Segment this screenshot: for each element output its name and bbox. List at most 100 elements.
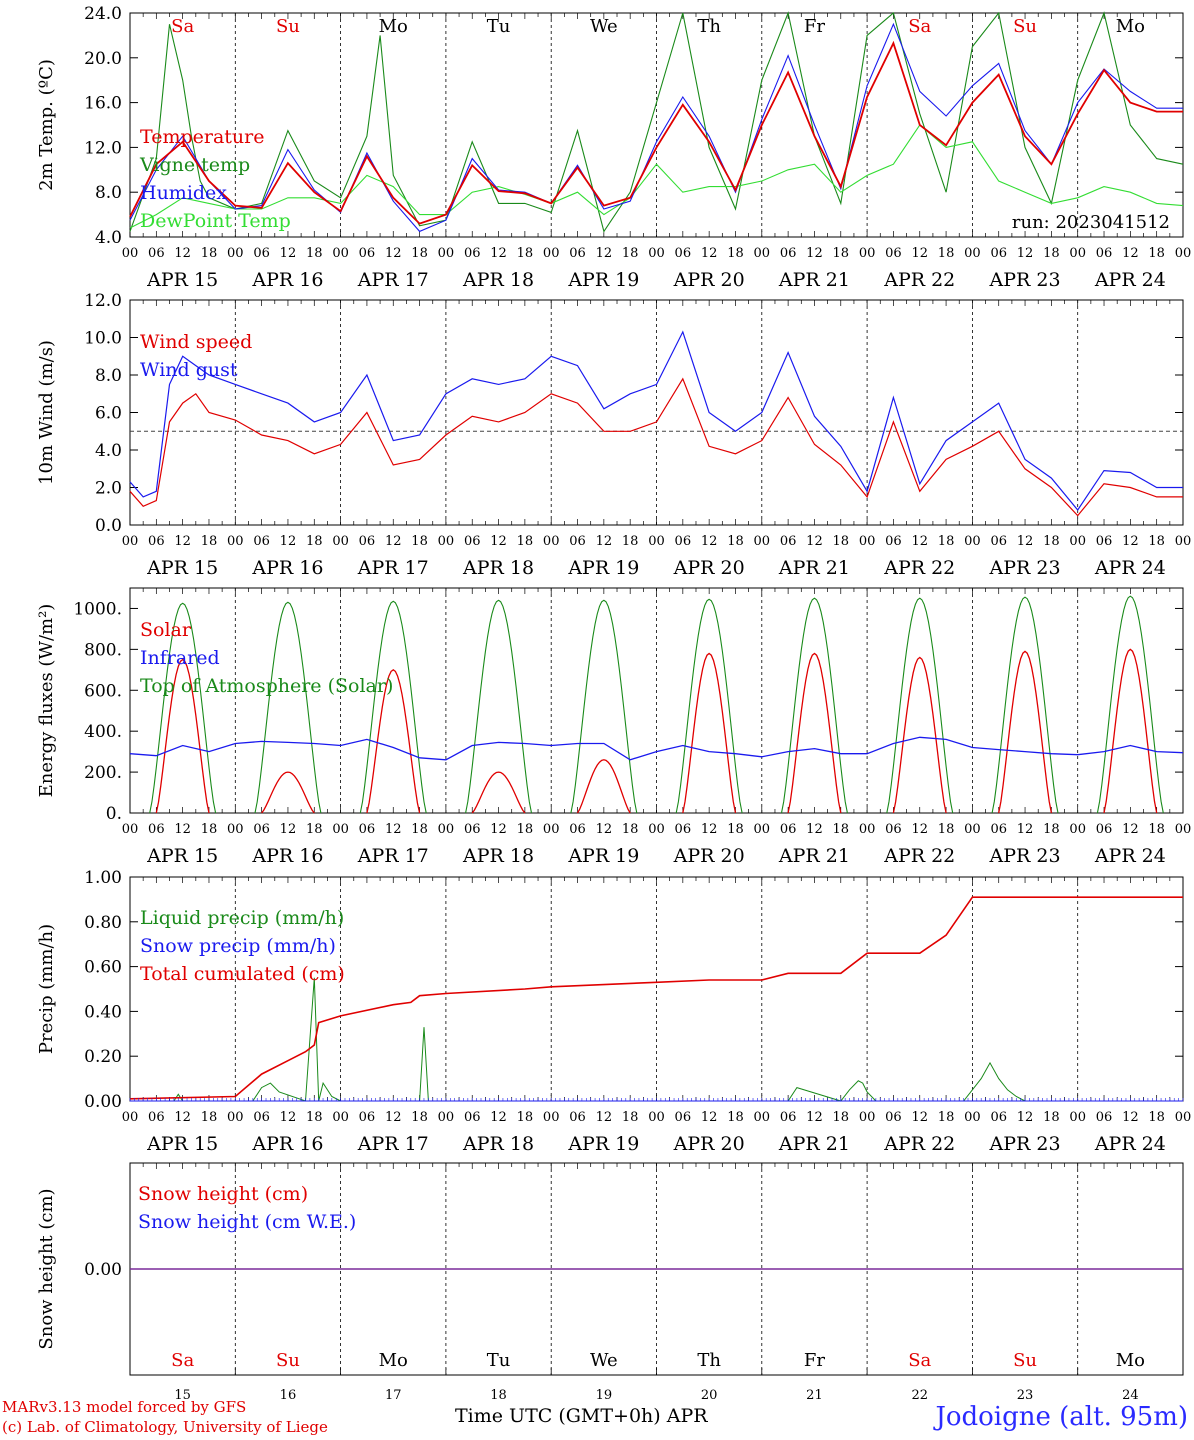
- solar-curve: [787, 652, 842, 814]
- hour-tick-label: 18: [938, 534, 955, 549]
- hour-tick-label: 00: [964, 246, 981, 261]
- hour-tick-label: 18: [517, 534, 534, 549]
- series-line: [129, 896, 1183, 1100]
- hour-tick-label: 00: [332, 246, 349, 261]
- hour-tick-label: 12: [1122, 1110, 1139, 1125]
- solar-curve: [155, 658, 210, 814]
- day-label: APR 18: [462, 1133, 534, 1155]
- day-label: APR 16: [251, 557, 323, 579]
- day-label: APR 22: [883, 845, 955, 867]
- legend-entry: Total cumulated (cm): [140, 963, 345, 985]
- y-tick-label: 0.: [106, 804, 122, 824]
- toa-solar-curve: [991, 596, 1059, 814]
- model-credit: MARv3.13 model forced by GFS: [2, 1398, 247, 1416]
- hour-tick-label: 18: [833, 822, 850, 837]
- y-axis-label: 2m Temp. (ºC): [36, 59, 57, 191]
- y-tick-label: 8.0: [95, 183, 122, 203]
- hour-tick-label: 18: [938, 822, 955, 837]
- hour-tick-label: 00: [227, 822, 244, 837]
- hour-tick-label: 12: [385, 246, 402, 261]
- series-line: [129, 22, 1183, 233]
- day-label: APR 17: [357, 1133, 429, 1155]
- hour-tick-label: 18: [1148, 822, 1165, 837]
- day-label: APR 24: [1094, 845, 1166, 867]
- hour-tick-label: 06: [253, 822, 270, 837]
- hour-tick-label: 12: [1122, 534, 1139, 549]
- panel-frame: [129, 299, 1184, 526]
- y-tick-label: 0.00: [84, 1260, 122, 1280]
- panel-frame: [129, 12, 1184, 238]
- y-tick-label: 0.20: [84, 1047, 122, 1067]
- hour-tick-label: 18: [201, 822, 218, 837]
- hour-tick-label: 06: [359, 822, 376, 837]
- hour-tick-label: 00: [859, 246, 876, 261]
- weekday-label: We: [590, 16, 618, 37]
- day-label: APR 21: [778, 269, 850, 291]
- hour-tick-label: 00: [438, 534, 455, 549]
- hour-tick-label: 06: [1096, 246, 1113, 261]
- hour-tick-label: 12: [596, 1110, 613, 1125]
- solar-curve: [1103, 648, 1158, 814]
- hour-tick-label: 06: [359, 1110, 376, 1125]
- hour-tick-label: 12: [174, 246, 191, 261]
- hour-tick-label: 06: [569, 822, 586, 837]
- day-label: APR 19: [567, 557, 639, 579]
- day-label: APR 20: [673, 1133, 745, 1155]
- toa-solar-curve: [570, 599, 638, 814]
- series-line: [129, 330, 1183, 512]
- legend-entry: Wind gust: [140, 359, 238, 381]
- day-label: APR 15: [146, 557, 218, 579]
- y-tick-label: 12.0: [84, 138, 122, 158]
- y-axis-label: Precip (mm/h): [36, 924, 57, 1054]
- y-tick-label: 6.0: [95, 404, 122, 424]
- hour-tick-label: 06: [359, 246, 376, 261]
- hour-tick-label: 18: [306, 246, 323, 261]
- day-label: APR 20: [673, 845, 745, 867]
- hour-tick-label: 00: [1069, 822, 1086, 837]
- hour-tick-label: 18: [1148, 246, 1165, 261]
- hour-tick-label: 06: [990, 1110, 1007, 1125]
- y-tick-label: 8.0: [95, 366, 122, 386]
- y-tick-label: 0.40: [84, 1002, 122, 1022]
- weekday-label: Fr: [804, 1350, 825, 1371]
- hour-tick-label: 06: [780, 822, 797, 837]
- hour-tick-label: 06: [569, 1110, 586, 1125]
- day-label: APR 21: [778, 845, 850, 867]
- x-axis-title: Time UTC (GMT+0h) APR: [455, 1405, 708, 1427]
- hour-tick-label: 00: [543, 822, 560, 837]
- hour-tick-label: 06: [675, 246, 692, 261]
- day-label: APR 17: [357, 845, 429, 867]
- station-name: Jodoigne (alt. 95m): [935, 1402, 1188, 1432]
- y-tick-label: 16.0: [84, 94, 122, 114]
- hour-tick-label: 12: [385, 822, 402, 837]
- hour-tick-label: 18: [306, 1110, 323, 1125]
- day-label: APR 22: [883, 557, 955, 579]
- hour-tick-label: 06: [675, 822, 692, 837]
- toa-solar-curve: [254, 601, 322, 814]
- y-tick-label: 0.0: [95, 516, 122, 536]
- y-tick-label: 1.00: [84, 868, 122, 888]
- hour-tick-label: 00: [227, 1110, 244, 1125]
- hour-tick-label: 00: [648, 534, 665, 549]
- hour-tick-label: 00: [859, 1110, 876, 1125]
- hour-tick-label: 12: [280, 822, 297, 837]
- day-number-label: 16: [280, 1388, 297, 1400]
- day-label: APR 23: [989, 1133, 1061, 1155]
- hour-tick-label: 06: [464, 534, 481, 549]
- hour-tick-label: 12: [490, 1110, 507, 1125]
- hour-tick-label: 00: [648, 246, 665, 261]
- day-label: APR 15: [146, 269, 218, 291]
- copyright-credit: (c) Lab. of Climatology, University of L…: [2, 1418, 328, 1436]
- hour-tick-label: 12: [385, 1110, 402, 1125]
- hour-tick-label: 18: [517, 1110, 534, 1125]
- hour-tick-label: 00: [122, 534, 139, 549]
- day-label: APR 15: [146, 845, 218, 867]
- hour-tick-label: 00: [438, 822, 455, 837]
- series-line: [129, 124, 1184, 229]
- day-label: APR 17: [357, 269, 429, 291]
- weekday-label: We: [590, 1350, 618, 1371]
- toa-solar-curve: [886, 597, 954, 814]
- hour-tick-label: 06: [780, 1110, 797, 1125]
- day-label: APR 18: [462, 269, 534, 291]
- hour-tick-label: 18: [517, 246, 534, 261]
